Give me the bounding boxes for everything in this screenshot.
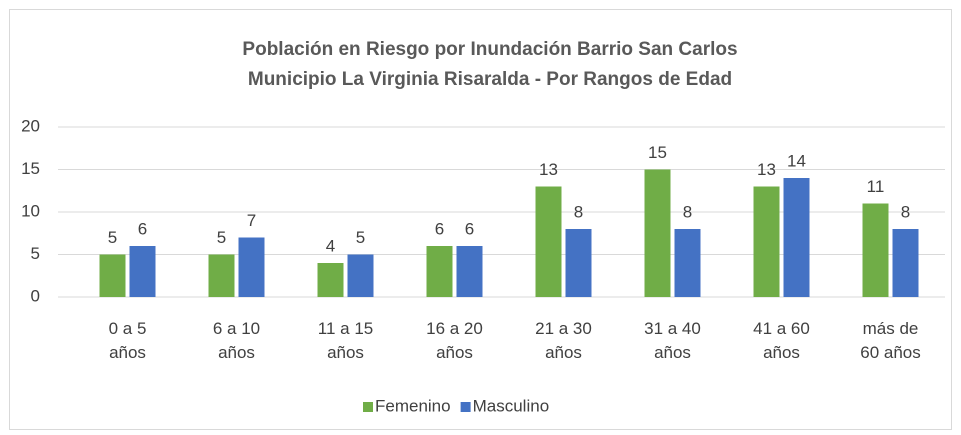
value-label: 8: [574, 202, 583, 221]
bar: [892, 229, 919, 297]
chart-title: Municipio La Virginia Risaralda - Por Ra…: [248, 69, 732, 90]
chart-title: Población en Riesgo por Inundación Barri…: [242, 39, 737, 60]
bar: [753, 186, 780, 297]
value-label: 6: [465, 219, 474, 238]
bar: [99, 254, 126, 297]
y-tick-label: 0: [31, 286, 40, 305]
bar: [862, 203, 889, 297]
x-tick-label: 0 a 5 años: [109, 319, 147, 362]
bar: [456, 246, 483, 297]
legend-swatch: [460, 402, 471, 412]
legend-label: Femenino: [375, 396, 451, 415]
x-tick-label: 41 a 60 años: [753, 319, 810, 362]
value-label: 5: [217, 228, 226, 247]
x-tick-label: más de 60 años: [860, 319, 921, 362]
bar: [565, 229, 592, 297]
bar: [317, 263, 344, 297]
bar: [535, 186, 562, 297]
value-label: 13: [757, 160, 776, 179]
x-tick-label: 16 a 20 años: [426, 319, 483, 362]
value-label: 14: [787, 151, 806, 170]
bar: [674, 229, 701, 297]
value-label: 11: [867, 177, 885, 196]
value-label: 6: [435, 219, 444, 238]
value-label: 8: [901, 202, 910, 221]
bar: [783, 178, 810, 297]
bar: [426, 246, 453, 297]
x-tick-label: 21 a 30 años: [535, 319, 592, 362]
bar: [208, 254, 235, 297]
value-label: 4: [326, 236, 335, 255]
legend-swatch: [363, 402, 373, 412]
x-tick-label: 31 a 40 años: [644, 319, 701, 362]
value-label: 6: [138, 219, 147, 238]
value-label: 7: [247, 211, 256, 230]
bar: [347, 254, 374, 297]
x-tick-label: 11 a 15 años: [318, 319, 373, 362]
value-label: 8: [683, 202, 692, 221]
value-label: 15: [648, 143, 667, 162]
y-tick-label: 5: [31, 244, 40, 263]
y-tick-label: 15: [21, 159, 40, 178]
y-tick-label: 20: [21, 116, 40, 135]
value-label: 5: [356, 228, 365, 247]
bar: [644, 169, 671, 297]
bar: [129, 246, 156, 297]
x-tick-label: 6 a 10 años: [213, 319, 260, 362]
bar: [238, 237, 265, 297]
value-label: 13: [539, 160, 558, 179]
y-tick-label: 10: [21, 201, 40, 220]
value-label: 5: [108, 228, 117, 247]
legend-label: Masculino: [473, 396, 550, 415]
